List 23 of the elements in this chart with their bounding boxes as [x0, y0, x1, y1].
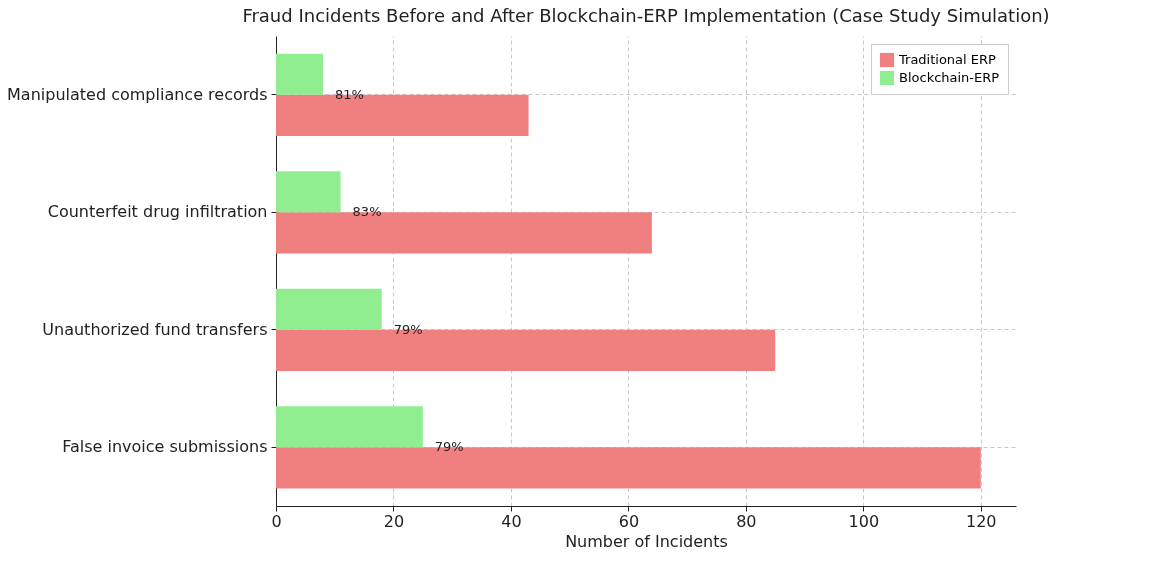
annotation: 81% — [334, 86, 364, 102]
bar — [276, 406, 423, 448]
x-tick-label: 120 — [965, 511, 997, 531]
annotation: 79% — [393, 321, 423, 337]
x-axis-title: Number of Incidents — [565, 531, 728, 551]
x-tick-label: 0 — [271, 511, 282, 531]
y-tick-label: Manipulated compliance records — [7, 84, 268, 104]
annotation: 83% — [352, 204, 382, 220]
x-tick-label: 100 — [848, 511, 880, 531]
annotation: 79% — [434, 439, 464, 455]
y-tick-label: False invoice submissions — [62, 437, 268, 457]
y-tick-label: Counterfeit drug infiltration — [47, 202, 268, 222]
bar — [276, 171, 341, 213]
chart-title: Fraud Incidents Before and After Blockchain-ERP Implementation (Case Study Simulation) — [242, 5, 1050, 26]
x-tick-label: 40 — [501, 511, 522, 531]
y-tick-label: Unauthorized fund transfers — [42, 319, 268, 339]
bar — [276, 288, 382, 330]
legend-label: Traditional ERP — [898, 52, 997, 67]
x-tick-label: 60 — [618, 511, 640, 531]
x-tick-label: 80 — [736, 511, 757, 531]
x-tick-label: 20 — [383, 511, 405, 531]
bar — [276, 53, 323, 95]
legend-label: Blockchain-ERP — [899, 70, 1000, 85]
